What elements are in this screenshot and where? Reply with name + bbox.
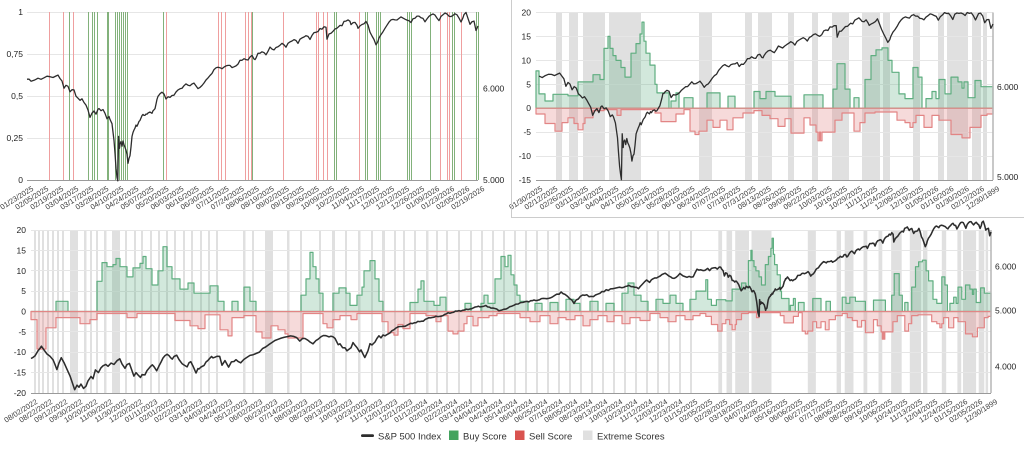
svg-text:0: 0	[21, 307, 26, 317]
svg-text:-10: -10	[14, 347, 27, 357]
svg-text:5.000: 5.000	[483, 175, 505, 185]
svg-text:5.000: 5.000	[997, 172, 1019, 182]
svg-text:-10: -10	[519, 151, 532, 161]
svg-text:20: 20	[17, 225, 27, 235]
svg-text:-15: -15	[519, 175, 532, 185]
svg-text:6.000: 6.000	[995, 262, 1017, 272]
svg-text:Sell Score: Sell Score	[529, 432, 572, 443]
svg-text:-5: -5	[18, 327, 26, 337]
svg-text:S&P 500 Index: S&P 500 Index	[378, 432, 441, 443]
svg-text:5: 5	[21, 286, 26, 296]
svg-text:0: 0	[526, 103, 531, 113]
svg-text:10: 10	[522, 55, 532, 65]
svg-text:-20: -20	[14, 388, 27, 398]
svg-text:0,5: 0,5	[11, 91, 23, 101]
svg-text:4.000: 4.000	[995, 362, 1017, 372]
svg-text:6.000: 6.000	[483, 84, 505, 94]
svg-text:-15: -15	[14, 368, 27, 378]
svg-text:10: 10	[17, 266, 27, 276]
svg-text:20: 20	[522, 8, 532, 18]
svg-text:1: 1	[18, 7, 23, 17]
svg-text:Buy Score: Buy Score	[463, 432, 507, 443]
svg-text:15: 15	[17, 245, 27, 255]
svg-text:Extreme Scores: Extreme Scores	[597, 432, 665, 443]
svg-text:5.000: 5.000	[995, 306, 1017, 316]
svg-text:0,75: 0,75	[6, 49, 23, 59]
svg-text:0: 0	[18, 175, 23, 185]
svg-text:6.000: 6.000	[997, 82, 1019, 92]
svg-text:0,25: 0,25	[6, 133, 23, 143]
svg-text:-5: -5	[523, 127, 531, 137]
svg-text:15: 15	[522, 31, 532, 41]
svg-text:5: 5	[526, 79, 531, 89]
